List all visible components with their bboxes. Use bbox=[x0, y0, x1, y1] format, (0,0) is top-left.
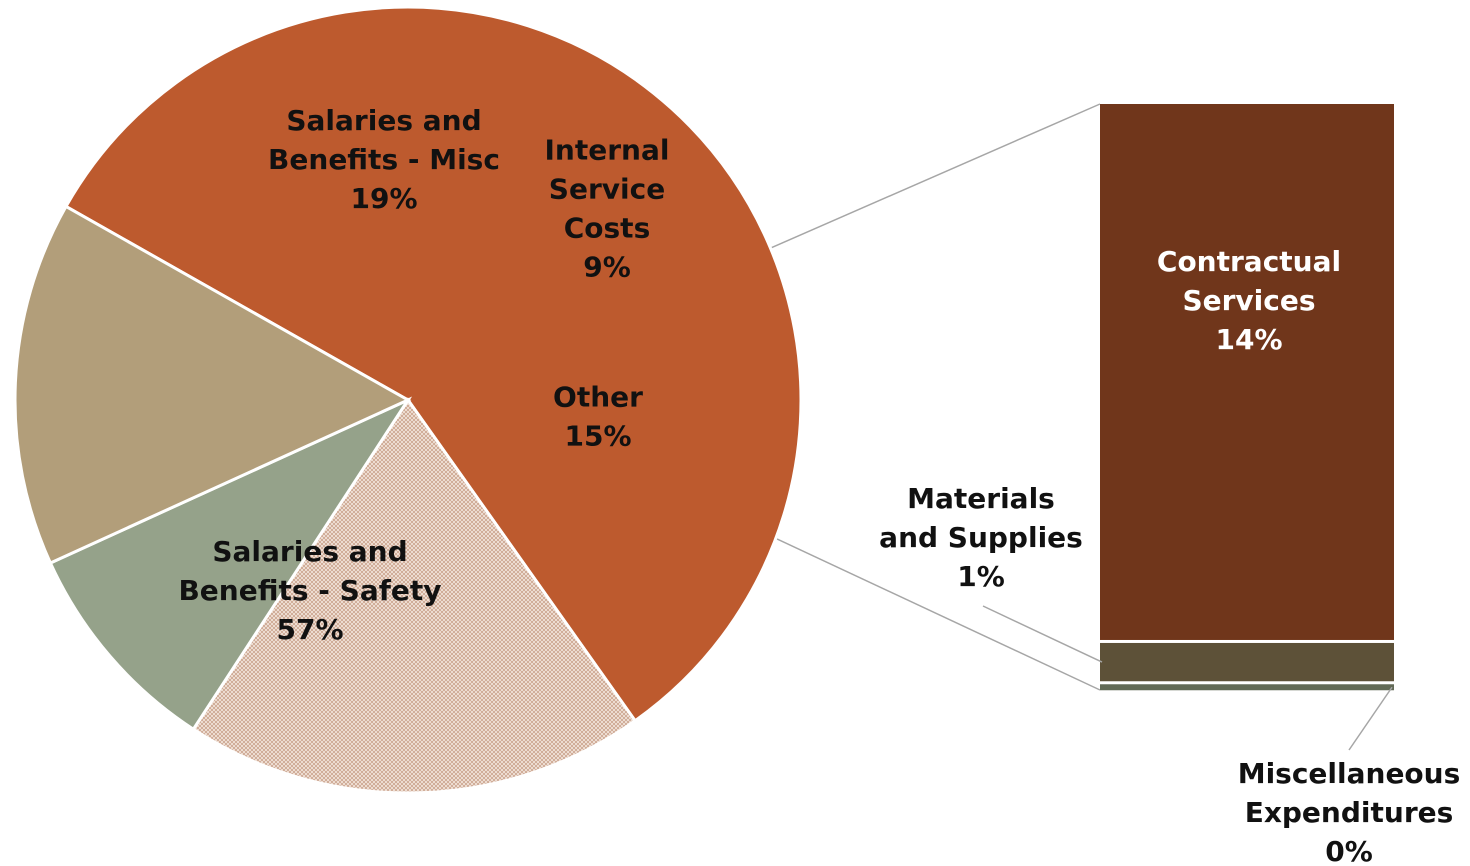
pie-slice-salaries-and-benefits-safety bbox=[63, 5, 803, 723]
pie-slices bbox=[13, 5, 803, 795]
data-label-miscellaneous-expenditures: Miscellaneous Expenditures 0% bbox=[1238, 757, 1461, 866]
leader-miscellaneous bbox=[1348, 686, 1393, 751]
leader-lines bbox=[982, 605, 1393, 751]
pie-slice-other bbox=[13, 204, 412, 565]
pie-slice-salaries-and-benefits-misc bbox=[191, 397, 638, 795]
bar-segment-materials-and-supplies bbox=[1100, 642, 1394, 682]
data-label-salaries-and-benefits-misc: Salaries and Benefits - Misc 19% bbox=[268, 104, 500, 215]
data-label-internal-service-costs: Internal Service Costs 9% bbox=[545, 134, 670, 284]
leader-materials bbox=[982, 605, 1103, 663]
data-label-other: Other 15% bbox=[553, 381, 643, 453]
data-label-materials-and-supplies: Materials and Supplies 1% bbox=[879, 482, 1083, 593]
bar-segment-contractual-services bbox=[1100, 104, 1394, 640]
pie-slice-internal-service-costs bbox=[48, 396, 413, 732]
data-label-salaries-and-benefits-safety: Salaries and Benefits - Safety 57% bbox=[178, 535, 441, 646]
data-labels: Salaries and Benefits - Safety 57% Salaries… bbox=[178, 104, 1460, 866]
bar-segments bbox=[1100, 104, 1394, 691]
bar-segment-miscellaneous-expenditures bbox=[1100, 684, 1394, 691]
data-label-contractual-services: Contractual Services 14% bbox=[1157, 245, 1341, 356]
